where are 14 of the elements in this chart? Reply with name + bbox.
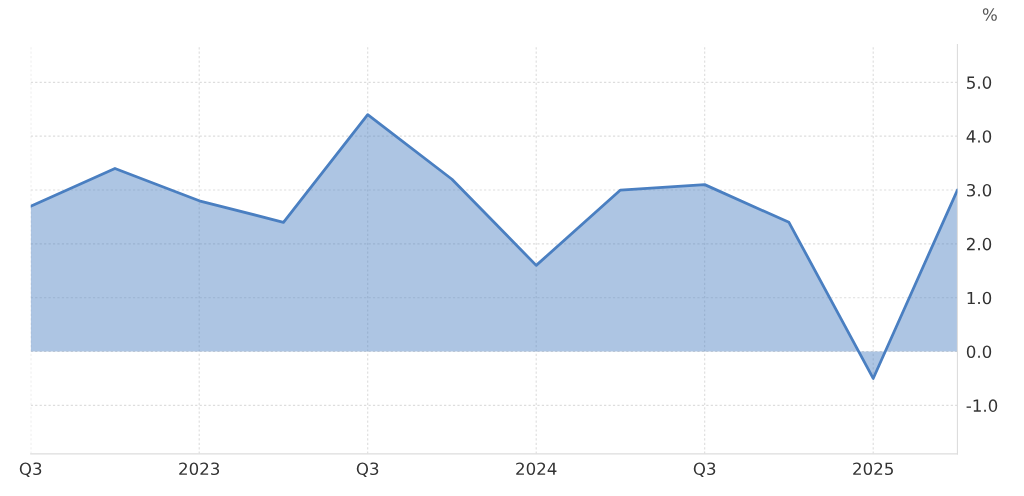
y-tick-label: 4.0 [966,130,992,143]
y-tick-label: 1.0 [967,291,992,305]
x-tick-label: 2025 [853,462,893,476]
x-tick-label: Q3 [356,462,379,477]
y-tick-label: 3.0 [967,183,992,197]
x-tick-label: 2023 [179,462,220,476]
x-tick-label: 2024 [516,462,557,476]
y-tick-label: 5.0 [967,76,992,89]
y-axis-title: % [982,8,997,21]
x-tick-label: Q3 [693,462,716,477]
y-tick-label: 0.0 [966,345,992,359]
y-tick-label: 2.0 [966,237,992,251]
y-tick-label: -1.0 [966,399,998,412]
x-tick-label: Q3 [19,462,42,477]
